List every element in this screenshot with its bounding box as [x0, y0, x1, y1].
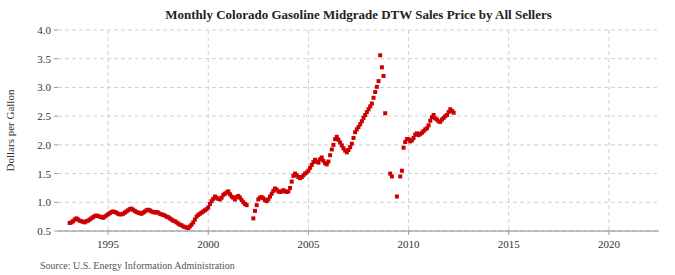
x-tick-label: 2015: [498, 238, 521, 250]
point: [432, 113, 436, 117]
point: [378, 53, 382, 57]
point: [427, 123, 431, 127]
y-grid-line: [58, 144, 659, 145]
point: [206, 205, 210, 209]
x-tick-label: 2010: [398, 238, 421, 250]
y-grid-line: [58, 116, 659, 117]
y-grid-line: [58, 87, 659, 88]
x-tick-label: 2000: [197, 238, 220, 250]
point: [351, 136, 355, 140]
point: [382, 74, 386, 78]
point: [348, 145, 352, 149]
x-grid-line: [508, 30, 509, 231]
point: [377, 79, 381, 83]
y-grid-line: [58, 30, 659, 31]
x-tick: [608, 231, 609, 235]
y-tick: [54, 87, 58, 88]
point: [428, 119, 432, 123]
point: [255, 203, 259, 207]
axes: 0.5 1.0 1.5 2.0 2.5 3.0 3.5 4.0 1995 2000 2005 2010…: [37, 24, 659, 250]
y-tick-label: 3.5: [37, 53, 51, 65]
y-tick: [54, 144, 58, 145]
point: [395, 195, 399, 199]
grid: [58, 30, 659, 231]
point: [330, 147, 334, 151]
point: [290, 180, 294, 184]
point: [400, 169, 404, 173]
point: [253, 209, 257, 213]
y-tick-label: 4.0: [37, 24, 51, 36]
point: [383, 111, 387, 115]
title: Monthly Colorado Gasoline Midgrade DTW S…: [165, 7, 552, 22]
point: [380, 65, 384, 69]
x-axis-line: [58, 231, 659, 232]
point: [326, 160, 330, 164]
x-tick-label: 1995: [97, 238, 120, 250]
y-grid-line: [58, 231, 659, 232]
x-tick: [108, 231, 109, 235]
y-tick-label: 0.5: [37, 225, 51, 237]
point: [452, 111, 456, 115]
y-grid-line: [58, 202, 659, 203]
y-grid-line: [58, 173, 659, 174]
point: [288, 186, 292, 190]
y-tick: [54, 231, 58, 232]
point: [350, 142, 354, 146]
points: [68, 53, 456, 230]
point: [370, 102, 374, 106]
x-tick: [508, 231, 509, 235]
y-tick: [54, 173, 58, 174]
chart: 0.5 1.0 1.5 2.0 2.5 3.0 3.5 4.0 1995 2000 2005 2010…: [0, 0, 675, 275]
y-tick-label: 2.5: [37, 110, 51, 122]
point: [331, 143, 335, 147]
point: [412, 136, 416, 140]
source-note: Source: U.S. Energy Information Administ…: [40, 260, 235, 271]
y-tick: [54, 116, 58, 117]
y-tick: [54, 58, 58, 59]
x-tick: [408, 231, 409, 235]
y-axis-label: Dollars per Gallon: [4, 89, 16, 171]
point: [328, 153, 332, 157]
y-tick-label: 2.0: [37, 139, 51, 151]
x-tick-label: 2005: [297, 238, 320, 250]
point: [251, 216, 255, 220]
x-grid-line: [208, 30, 209, 231]
point: [398, 174, 402, 178]
y-tick: [54, 202, 58, 203]
x-grid-line: [608, 30, 609, 231]
x-grid-line: [408, 30, 409, 231]
y-grid-line: [58, 58, 659, 59]
x-grid-line: [308, 30, 309, 231]
x-tick-label: 2020: [598, 238, 621, 250]
point: [286, 189, 290, 193]
point: [375, 85, 379, 89]
y-tick-label: 3.0: [37, 81, 51, 93]
point: [372, 96, 376, 100]
x-tick: [308, 231, 309, 235]
point: [320, 155, 324, 159]
y-tick-label: 1.0: [37, 196, 51, 208]
point: [245, 203, 249, 207]
y-tick: [54, 30, 58, 31]
x-grid-line: [108, 30, 109, 231]
point: [360, 119, 364, 123]
point: [390, 174, 394, 178]
y-tick-label: 1.5: [37, 168, 51, 180]
point: [402, 146, 406, 150]
point: [316, 161, 320, 165]
point: [373, 90, 377, 94]
x-tick: [208, 231, 209, 235]
